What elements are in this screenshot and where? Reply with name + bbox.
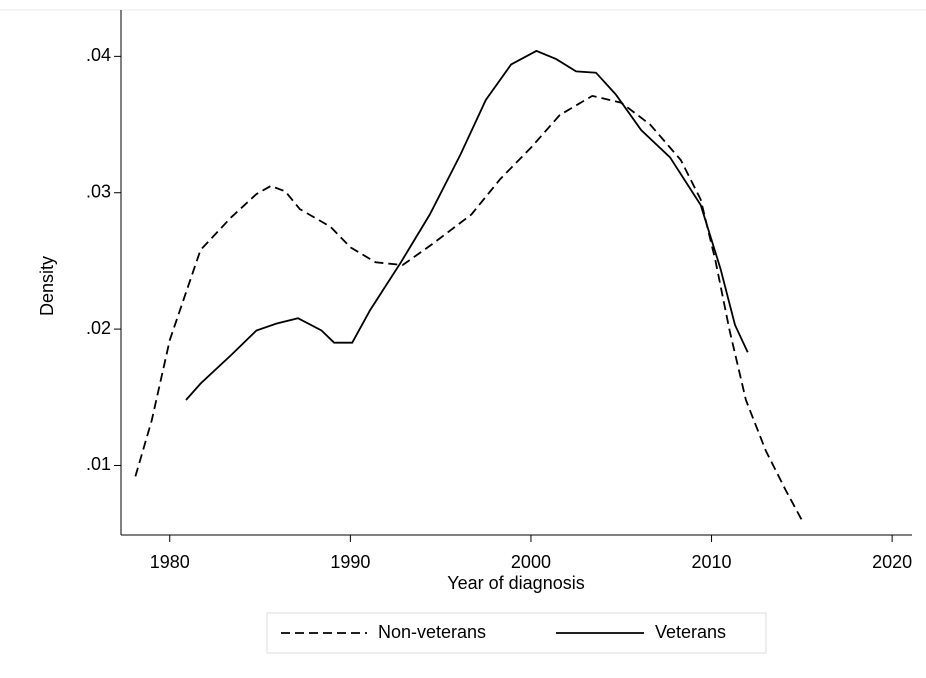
y-tick-label: .02 bbox=[86, 318, 111, 338]
x-axis-label: Year of diagnosis bbox=[447, 573, 584, 593]
legend-box bbox=[266, 612, 767, 654]
x-tick-label: 2010 bbox=[692, 552, 732, 572]
legend-label: Non-veterans bbox=[378, 622, 486, 642]
y-tick-label: .04 bbox=[86, 45, 111, 65]
y-tick-label: .03 bbox=[86, 181, 111, 201]
y-axis-label: Density bbox=[37, 256, 57, 316]
x-tick-label: 2020 bbox=[872, 552, 912, 572]
legend-label: Veterans bbox=[655, 622, 726, 642]
x-tick-label: 1980 bbox=[150, 552, 190, 572]
x-tick-label: 2000 bbox=[511, 552, 551, 572]
y-tick-label: .01 bbox=[86, 454, 111, 474]
series-line bbox=[185, 49, 749, 401]
x-tick-label: 1990 bbox=[330, 552, 370, 572]
series-line bbox=[134, 94, 803, 521]
